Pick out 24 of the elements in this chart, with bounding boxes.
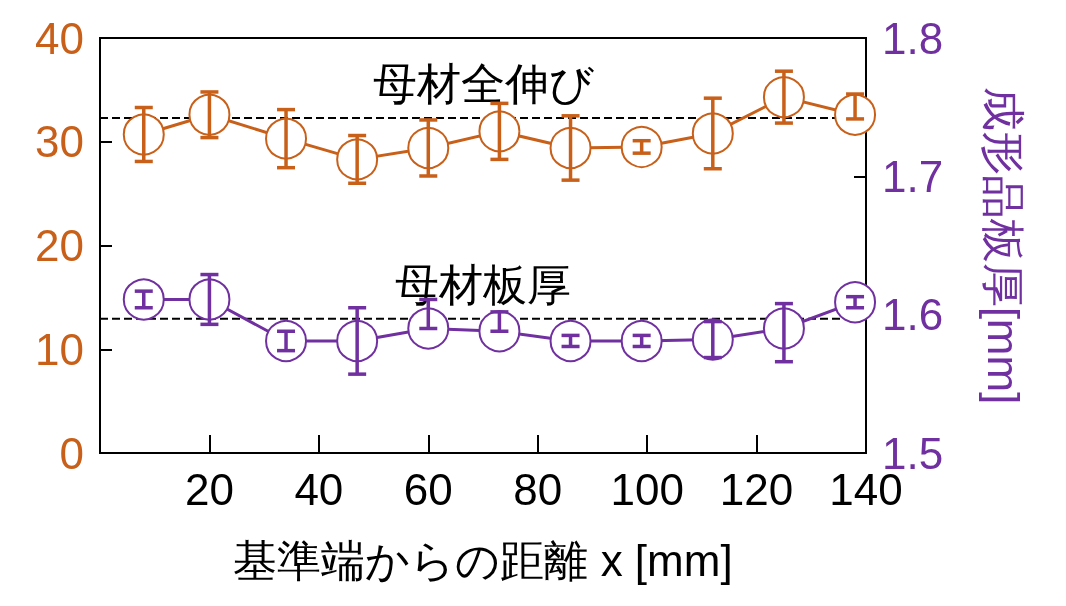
point [407,307,450,350]
x-axis-title: 基準端からの距離 x [mm] [233,535,733,585]
x-tick-label: 60 [403,464,453,514]
y-tick-label: 40 [35,13,84,63]
y2-tick-label: 1.8 [882,13,944,63]
x-tick-label: 40 [294,464,344,514]
x-tick-label: 100 [610,464,684,514]
ref-line-label: 母材板厚 [395,260,571,310]
y-tick-label: 10 [35,324,84,374]
y2-tick-label: 1.6 [882,290,944,340]
y-tick-label: 20 [35,221,84,270]
y-tick-label: 30 [35,117,84,167]
y2-axis-title: 成形品板厚[mm] [978,86,1028,405]
point [188,93,231,136]
point [407,126,450,169]
point [549,126,592,169]
ref-line-label: 母材全伸び [372,59,594,109]
point [478,110,521,153]
y2-tick-label: 1.7 [882,151,944,201]
point [188,278,231,321]
y-tick-label: 0 [59,428,84,478]
x-tick-label: 20 [184,464,234,514]
x-tick-label: 120 [719,464,794,514]
x-tick-label: 80 [513,464,563,514]
